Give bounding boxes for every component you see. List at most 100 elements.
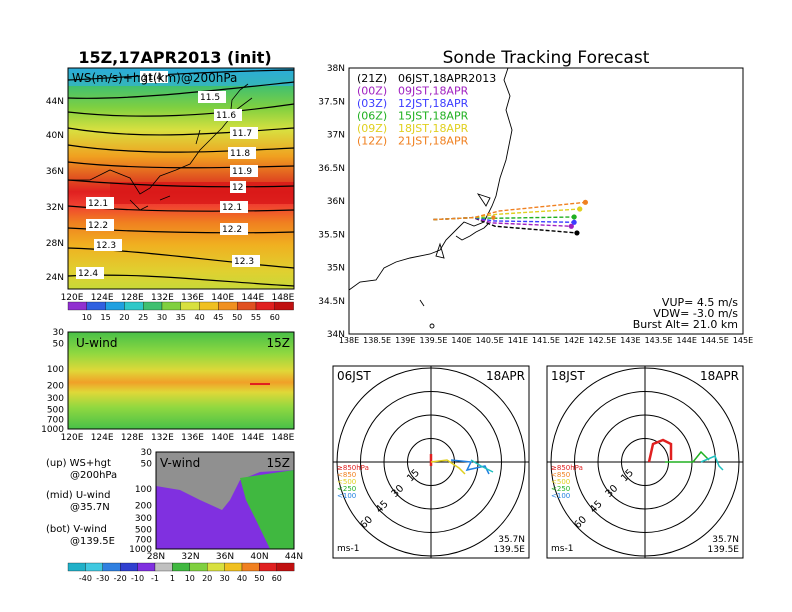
vwind-neutral-region <box>156 452 294 510</box>
lat-tick-label: 36N <box>46 167 64 177</box>
track-legend-time: 06JST,18APR2013 <box>398 72 496 85</box>
lon-tick-label: 128E <box>121 293 144 303</box>
track-lat-label: 35.5N <box>318 230 345 240</box>
uwind-lon-label: 148E <box>271 433 294 443</box>
track-lon-label: 140.5E <box>476 336 504 345</box>
pressure-tick-label: 1000 <box>41 425 64 435</box>
colorbar-swatch <box>120 562 138 572</box>
polar-level-label: <850 <box>337 471 356 479</box>
track-lon-label: 141.5E <box>532 336 560 345</box>
colorbar-label: 10 <box>185 574 195 583</box>
colorbar-swatch <box>276 562 295 572</box>
colorbar-swatch <box>137 562 156 572</box>
lon-tick-label: 120E <box>61 293 84 303</box>
colorbar-label: 50 <box>254 574 264 583</box>
vwind-time: 15Z <box>267 456 291 470</box>
panel-legend: (up) WS+hgt@200hPa (mid) U-wind@35.7N (bot… <box>46 458 117 547</box>
contour-label-text: 11.6 <box>216 111 236 121</box>
track-lon-ticks: 138E 138.5E 139E 139.5E 140E 140.5E 141E 141.5E… <box>339 336 753 345</box>
track-lon-label: 144.5E <box>701 336 729 345</box>
legend-line: (mid) U-wind <box>46 490 110 501</box>
contour-label: 12.1 <box>86 197 114 209</box>
track-lat-label: 34.5N <box>318 297 345 307</box>
colorbar-swatch <box>207 562 225 572</box>
colorbar-swatch <box>274 301 294 311</box>
colorbar-swatch <box>218 301 238 311</box>
vwind-frame <box>155 451 295 550</box>
uwind-lon-label: 124E <box>91 433 114 443</box>
uwind-field <box>68 332 294 429</box>
pressure-tick-label: 50 <box>141 460 153 470</box>
colorbar-label: -30 <box>96 574 109 583</box>
pressure-tick-label: 700 <box>47 415 64 425</box>
pressure-tick-label: 500 <box>135 526 152 536</box>
contour-label-text: 12.3 <box>234 257 254 267</box>
contour-label: 12.2 <box>86 219 114 231</box>
track-legend-code: (03Z) <box>357 97 387 110</box>
track-lon-label: 140E <box>451 336 471 345</box>
colorbar-label: 60 <box>270 313 280 322</box>
track-lon-label: 144E <box>677 336 697 345</box>
colorbar-label: 40 <box>195 313 205 322</box>
pressure-tick-label: 300 <box>47 394 64 404</box>
track-lon-label: 141E <box>508 336 528 345</box>
colorbar-swatch <box>259 562 277 572</box>
vwind-lat-label: 40N <box>250 552 268 562</box>
track-lon-label: 138E <box>339 336 359 345</box>
contour-label-bg <box>214 109 242 121</box>
track-lon-label: 138.5E <box>363 336 391 345</box>
left-title: 15Z,17APR2013 (init) <box>78 48 271 67</box>
track-legend-time: 09JST,18APR <box>398 85 469 98</box>
pressure-tick-label: 30 <box>53 328 65 338</box>
colorbar-label: -40 <box>79 574 92 583</box>
polar-level-label: <100 <box>551 492 570 500</box>
ws-map-label: WS(m/s)+hgt(km)@200hPa <box>72 71 237 85</box>
contour-label-text: 12.2 <box>88 221 108 231</box>
uwind-lon-label: 144E <box>241 433 264 443</box>
pressure-tick-label: 1000 <box>129 545 152 555</box>
colorbar-swatch <box>143 301 163 311</box>
colorbar-swatch <box>189 562 208 572</box>
contour-label-bg <box>230 165 258 177</box>
launch-param: VDW= -3.0 m/s <box>653 307 738 320</box>
launch-param: Burst Alt= 21.0 km <box>633 318 738 331</box>
polar-level-label: <500 <box>551 478 570 486</box>
polar-plot-06jst: 06JST 18APR15304560≥850hPa<850<500<250<10… <box>332 365 530 559</box>
colorbar-label: 20 <box>202 574 212 583</box>
pressure-tick-label: 200 <box>47 381 64 391</box>
vwind-lat-label: 36N <box>216 552 234 562</box>
polar-lat: 35.7N <box>712 535 739 545</box>
colorbar-label: 25 <box>138 313 148 322</box>
lon-tick-label: 136E <box>181 293 204 303</box>
uwind-label: U-wind <box>76 336 117 350</box>
track-lat-label: 36N <box>327 197 345 207</box>
contour-label-text: 11.4 <box>142 73 162 83</box>
track-endpoint <box>574 230 580 236</box>
contour-label-text: 12.3 <box>96 241 116 251</box>
colorbar-label: -1 <box>151 574 159 583</box>
track-lat-label: 37.5N <box>318 97 345 107</box>
lon-tick-group: 120E 124E 128E 132E 136E 140E 144E 148E <box>61 293 295 303</box>
polar-time: 06JST <box>337 369 371 383</box>
right-title: Sonde Tracking Forecast <box>443 48 650 68</box>
colorbar-swatch <box>67 562 86 572</box>
colorbar-label: 60 <box>272 574 282 583</box>
track-map-frame <box>348 67 744 335</box>
polar-unit: ms-1 <box>551 544 573 554</box>
lat-tick-label: 28N <box>46 239 64 249</box>
contour-label-bg <box>94 239 122 251</box>
track-lat-label: 38N <box>327 64 345 74</box>
contour-label: 11.8 <box>228 147 256 159</box>
contour-label-group: 11.4 11.5 11.6 11.7 11.8 11.9 12 12.1 12.1 12.2 12… <box>76 71 260 279</box>
track-endpoint <box>571 219 577 225</box>
track-lon-label: 139.5E <box>419 336 447 345</box>
contour-label: 11.4 <box>140 71 168 83</box>
colorbar-label: 10 <box>82 313 92 322</box>
colorbar-label: 45 <box>213 313 223 322</box>
polar-level-label: <100 <box>337 492 356 500</box>
pressure-tick-label: 700 <box>135 535 152 545</box>
polar-plot-18jst: 18JST 18APR15304560≥850hPa<850<500<250<10… <box>546 365 744 559</box>
contour-label: 12.1 <box>220 201 248 213</box>
